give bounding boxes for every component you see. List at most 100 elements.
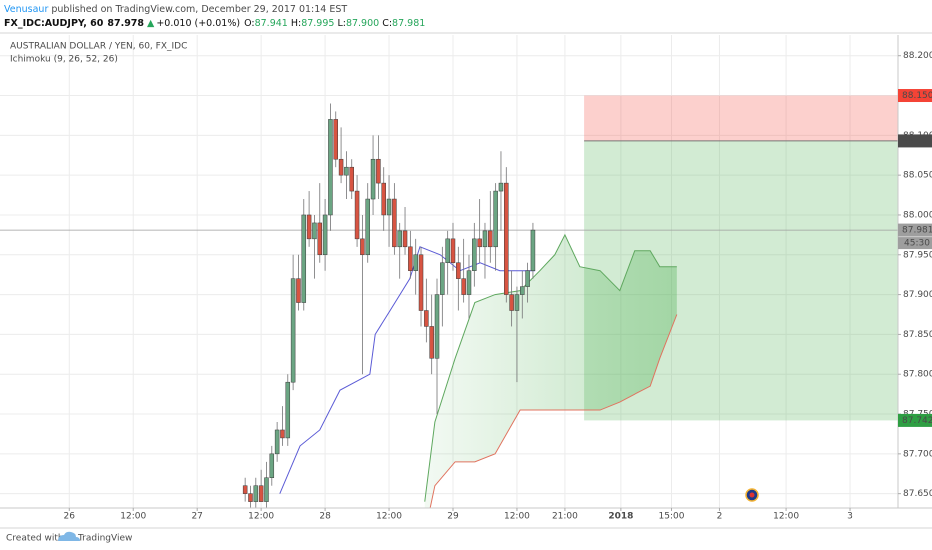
candle-body: [280, 429, 285, 439]
entry-label-bg: [898, 134, 932, 148]
candle-body: [381, 182, 386, 216]
y-tick-label: 88.200: [903, 51, 932, 61]
candle-body: [472, 238, 477, 271]
countdown-bg: [898, 237, 932, 250]
candle-body: [253, 485, 259, 502]
candle-body: [477, 238, 482, 248]
candle-body: [306, 214, 312, 240]
ohlc-key: L:: [337, 18, 346, 29]
candle-body: [290, 278, 296, 383]
candle-body: [333, 119, 339, 160]
ohlc-value: 87.981: [392, 18, 425, 29]
y-tick-label: 87.650: [903, 489, 932, 499]
candle-body: [434, 294, 440, 359]
candle-body: [328, 119, 333, 216]
x-tick-label: 3: [847, 512, 853, 522]
candle-body: [445, 238, 450, 263]
entry-label: 88.093: [902, 136, 932, 146]
stop-label: 88.150: [902, 91, 932, 101]
candle-body: [482, 230, 488, 248]
candle-body: [450, 238, 456, 263]
candle-body: [456, 262, 461, 279]
change: +0.010 (+0.01%): [156, 18, 240, 29]
candle-body: [525, 270, 530, 287]
header-line: Venusaur published on TradingView.com, D…: [4, 4, 347, 15]
x-tick-label: 12:00: [773, 512, 799, 522]
y-tick-label: 87.900: [903, 290, 932, 300]
candle-body: [258, 485, 264, 502]
candle-body: [498, 182, 504, 192]
candle-body: [344, 166, 349, 176]
candle-body: [488, 230, 493, 248]
ohlc-key: O:: [244, 18, 255, 29]
x-tick-label: 12:00: [120, 512, 146, 522]
y-tick-label: 88.000: [903, 210, 932, 220]
candle-body: [397, 230, 402, 248]
x-tick-label: 2018: [608, 512, 633, 522]
candle-body: [509, 294, 514, 311]
x-tick-label: 28: [319, 512, 331, 522]
tradingview-logo: [58, 531, 80, 541]
candle-body: [269, 453, 275, 478]
candle-body: [322, 214, 328, 256]
stop-label-bg: [898, 89, 932, 103]
candle-body: [370, 158, 376, 200]
x-tick-label: 21:00: [552, 512, 578, 522]
ohlc-key: C:: [382, 18, 392, 29]
candle-body: [338, 158, 344, 176]
candle-body: [429, 326, 434, 359]
x-tick-label: 12:00: [504, 512, 530, 522]
author[interactable]: Venusaur: [4, 4, 48, 15]
stop-zone: [584, 95, 898, 141]
candle-body: [386, 198, 392, 216]
x-tick-label: 29: [447, 512, 459, 522]
y-tick-label: 87.850: [903, 330, 932, 340]
candle-body: [248, 493, 253, 502]
candle-body: [461, 278, 466, 295]
current-label: 87.981: [902, 226, 932, 236]
footer-brand[interactable]: TradingView: [77, 534, 132, 544]
candle-body: [312, 222, 317, 240]
candle-body: [440, 262, 445, 295]
y-tick-label: 87.700: [903, 449, 932, 459]
footer-created: Created with: [6, 534, 64, 544]
span-a-line: [424, 233, 677, 502]
candle-body: [349, 166, 354, 192]
ohlc-value: 87.995: [301, 18, 334, 29]
x-tick-label: 27: [191, 512, 202, 522]
event-icon[interactable]: [745, 488, 759, 502]
candle-body: [408, 246, 413, 271]
candle-body: [493, 190, 498, 248]
candle-body: [514, 294, 520, 311]
candle-body: [520, 286, 525, 295]
candle-body: [376, 158, 381, 184]
conversion-line: [279, 246, 536, 494]
x-tick-label: 12:00: [248, 512, 274, 522]
candle-body: [242, 485, 248, 494]
candle-body: [392, 198, 397, 248]
y-tick-label: 87.800: [903, 370, 932, 380]
symbol-line: FX_IDC:AUDJPY, 60 87.978 ▲ +0.010 (+0.01%) O…: [4, 18, 425, 29]
y-tick-label: 87.950: [903, 250, 932, 260]
x-tick-label: 15:00: [659, 512, 685, 522]
x-tick-label: 26: [64, 512, 76, 522]
candle-body: [402, 230, 408, 248]
last-price: 87.978: [107, 18, 144, 29]
candle-body: [274, 429, 280, 455]
countdown: 45:30: [904, 239, 930, 249]
candle-body: [264, 477, 269, 502]
candle-body: [424, 310, 429, 327]
candle-body: [413, 254, 418, 271]
cloud-fill: [424, 234, 677, 508]
y-tick-label: 88.050: [903, 171, 932, 181]
candle-body: [317, 222, 323, 256]
chart-title: AUSTRALIAN DOLLAR / YEN, 60, FX_IDC: [10, 42, 187, 52]
candle-body: [504, 182, 509, 295]
x-tick-label: 2: [717, 512, 723, 522]
arrow: ▲: [147, 18, 155, 29]
published: published on TradingView.com, December 2…: [48, 4, 347, 15]
symbol: FX_IDC:AUDJPY, 60: [4, 18, 104, 29]
span-b-line: [429, 314, 678, 508]
candle-body: [296, 278, 301, 303]
